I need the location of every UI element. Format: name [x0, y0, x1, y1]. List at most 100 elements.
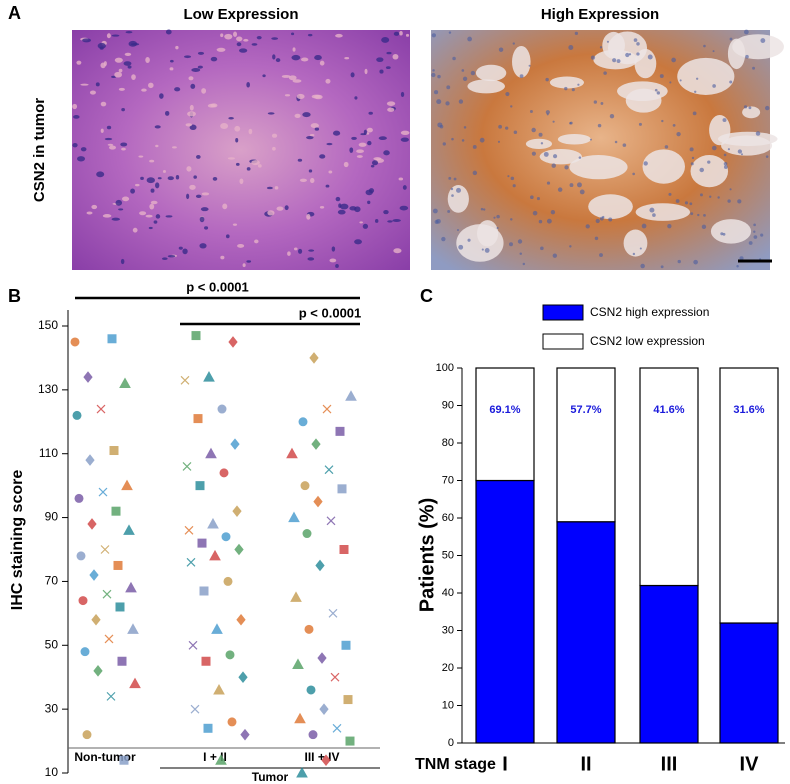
nucleus [109, 145, 116, 150]
point [111, 506, 121, 516]
lumen [549, 76, 584, 89]
point [230, 438, 240, 450]
nucleus [294, 113, 301, 118]
nucleus [114, 71, 122, 78]
lumen [642, 149, 685, 184]
lumen [721, 135, 773, 156]
nucleus [392, 53, 399, 60]
lumen [475, 64, 507, 82]
nucleus [531, 151, 536, 156]
nucleus [349, 206, 357, 211]
nucleus [272, 54, 276, 60]
micrograph-high [431, 29, 784, 270]
bar-segment [475, 367, 535, 482]
nucleus [267, 112, 275, 115]
nucleus [189, 104, 194, 111]
nucleus [378, 136, 387, 141]
point [207, 517, 219, 529]
nucleus [760, 38, 766, 43]
nucleus [641, 223, 647, 229]
nucleus [528, 64, 531, 67]
point [292, 658, 304, 669]
nucleus [148, 82, 154, 89]
lumen [727, 38, 746, 70]
nucleus [118, 68, 123, 73]
nucleus [236, 36, 243, 42]
point [330, 672, 340, 682]
nucleus [571, 88, 575, 92]
nucleus [222, 203, 228, 210]
nucleus [186, 166, 192, 172]
nucleus [354, 96, 358, 100]
lumen [742, 106, 761, 119]
bar-segment [639, 367, 699, 587]
lumen [623, 229, 648, 257]
nucleus [536, 197, 541, 201]
nucleus [448, 31, 452, 34]
nucleus [512, 42, 515, 45]
nucleus [351, 136, 357, 140]
nucleus [442, 142, 446, 146]
nucleus [182, 248, 188, 255]
nucleus [343, 161, 349, 168]
bar-annotation: 69.1% [489, 404, 520, 416]
nucleus [720, 232, 724, 236]
nucleus [707, 160, 711, 164]
nucleus [335, 33, 343, 38]
nucleus [300, 57, 309, 62]
y-tick-label: 100 [436, 362, 454, 374]
nucleus [145, 57, 150, 63]
nucleus [96, 171, 105, 178]
nucleus [235, 137, 239, 143]
nucleus [360, 133, 366, 136]
nucleus [551, 163, 556, 168]
nucleus [358, 142, 367, 147]
lumen [525, 138, 553, 149]
nucleus [609, 113, 615, 119]
nucleus [149, 159, 155, 163]
point [339, 545, 349, 554]
point [104, 634, 114, 644]
nucleus [288, 75, 297, 81]
nucleus [729, 37, 733, 41]
nucleus [220, 123, 229, 129]
nucleus [311, 94, 321, 99]
nucleus [568, 45, 574, 50]
nucleus [765, 155, 769, 158]
nucleus [456, 187, 461, 193]
nucleus [220, 255, 225, 260]
point [217, 404, 227, 414]
nucleus [638, 122, 642, 126]
significance-label: p < 0.0001 [186, 279, 249, 294]
lumen [512, 45, 531, 78]
lumen [617, 81, 668, 102]
nucleus [717, 196, 720, 199]
point [203, 723, 213, 733]
point [102, 589, 112, 599]
nucleus [614, 140, 618, 144]
point [317, 652, 327, 664]
nucleus [187, 111, 196, 117]
nucleus [121, 196, 130, 202]
nucleus [694, 90, 697, 93]
nucleus [513, 130, 518, 135]
nucleus [364, 68, 368, 75]
nucleus [676, 131, 681, 137]
nucleus [167, 255, 176, 258]
nucleus [271, 37, 278, 40]
nucleus [199, 216, 205, 223]
nucleus [664, 145, 669, 149]
nucleus [306, 136, 314, 140]
panel-label: B [8, 286, 21, 306]
nucleus [632, 172, 635, 176]
nucleus [111, 34, 120, 37]
nucleus [703, 44, 706, 48]
nucleus [505, 126, 509, 130]
nucleus [191, 68, 201, 72]
nucleus [233, 31, 238, 37]
nucleus [236, 42, 242, 47]
nucleus [745, 54, 749, 59]
nucleus [102, 214, 112, 218]
nucleus [332, 130, 341, 136]
